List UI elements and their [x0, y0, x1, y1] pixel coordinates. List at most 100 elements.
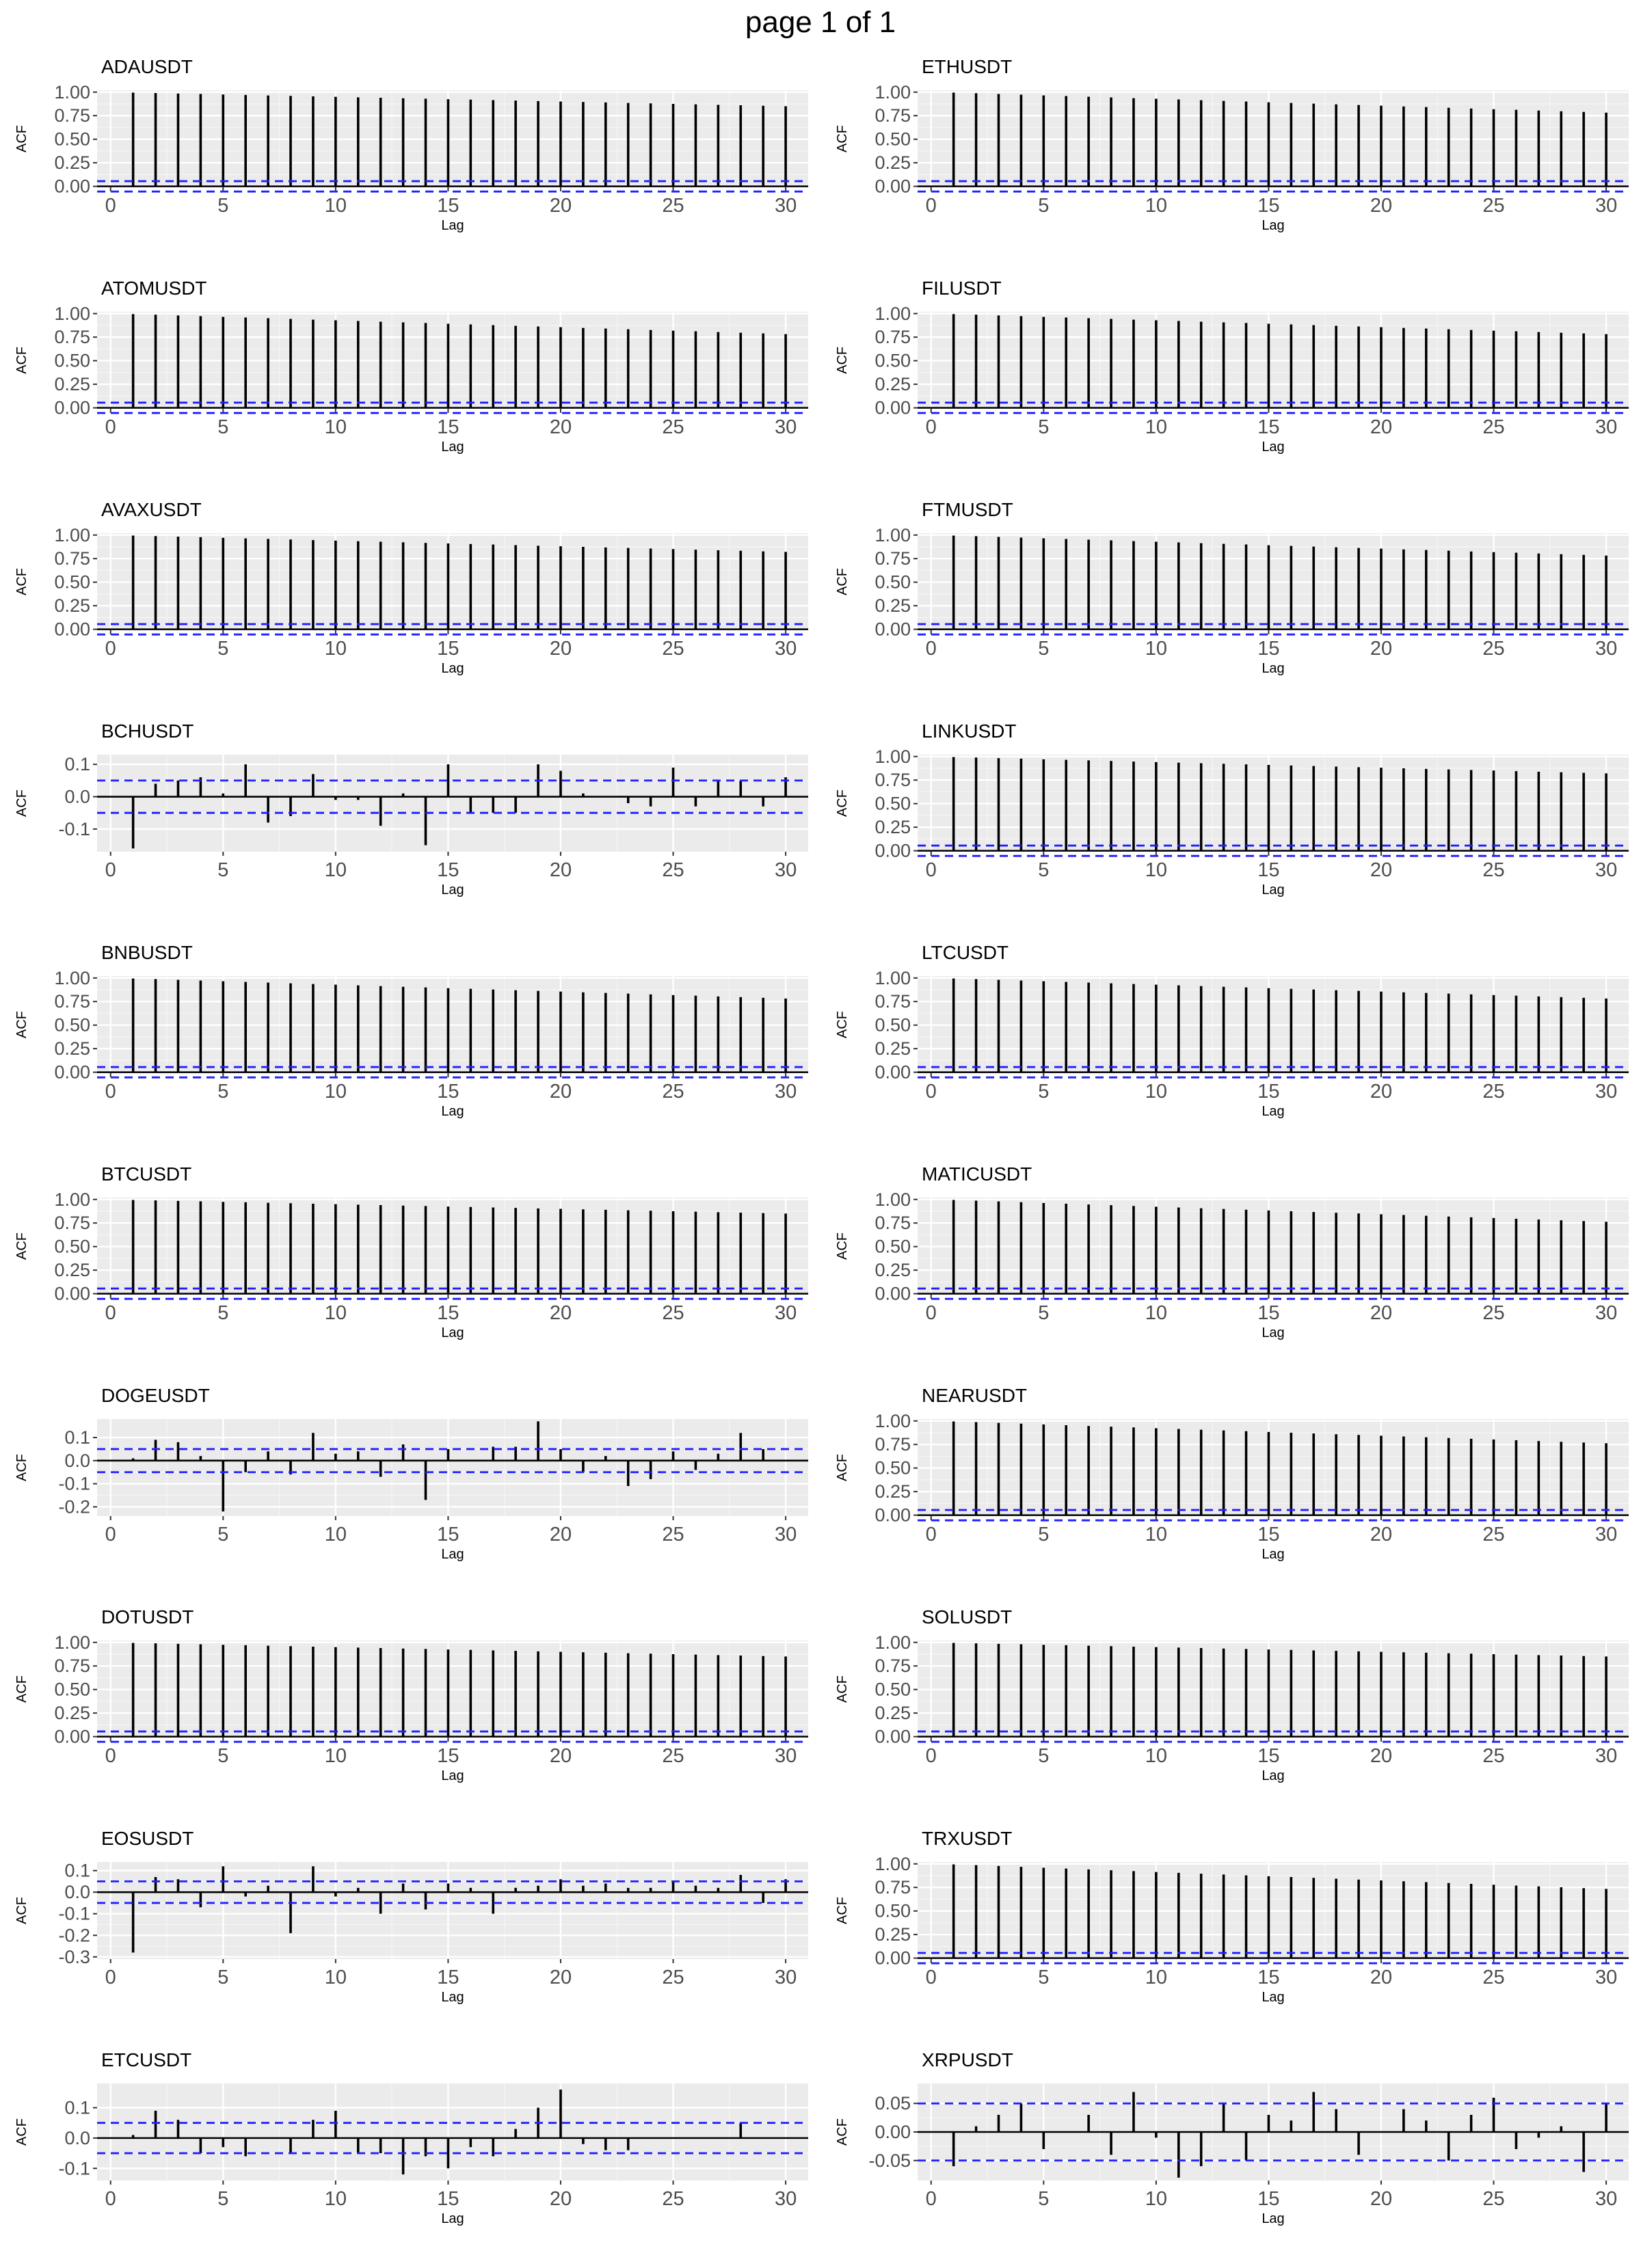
- x-tick-label: 20: [1370, 1302, 1392, 1324]
- y-tick-label: 1.00: [875, 1854, 911, 1874]
- panel-title: ETCUSDT: [101, 2049, 192, 2070]
- y-tick-label: -0.1: [58, 1904, 90, 1924]
- x-tick-label: 0: [105, 1302, 116, 1324]
- x-tick-label: 10: [325, 416, 347, 438]
- x-tick-label: 25: [662, 1745, 684, 1767]
- y-axis-label: ACF: [835, 568, 850, 595]
- acf-plot: -0.3-0.2-0.10.00.1 0 5 10 15 20 25 30 Lag ACF: [14, 1861, 808, 2005]
- x-tick-label: 10: [325, 1745, 347, 1767]
- x-tick-label: 25: [1482, 1967, 1504, 1988]
- x-tick-label: 0: [926, 1302, 937, 1324]
- x-tick-label: 30: [1595, 1967, 1617, 1988]
- y-axis-label: ACF: [14, 2118, 29, 2146]
- x-tick-label: 20: [550, 2188, 572, 2210]
- x-tick-label: 15: [1257, 859, 1279, 881]
- x-tick-label: 10: [325, 638, 347, 660]
- acf-panel-eosusdt: EOSUSDT -0.3 -0.2 -0.1 0.0 0.1 0 5 10 15 20 25 30 Lag…: [0, 1825, 820, 2047]
- x-tick-label: 30: [775, 1524, 797, 1545]
- acf-plot: -0.2-0.1 0.00.1 0 5 10 15 20 25 30 Lag ACF: [14, 1419, 808, 1562]
- x-tick-label: 30: [775, 638, 797, 660]
- x-axis-label: Lag: [441, 218, 464, 233]
- plot-background: [97, 1862, 808, 1959]
- x-tick-label: 20: [1370, 1967, 1392, 1988]
- acf-panel-avaxusdt: AVAXUSDT 0.00 0.25 0.50 0.75 1.00 0 5 10 15 20 25 30…: [0, 496, 820, 718]
- y-tick-label: 0.75: [875, 327, 911, 347]
- panel-title: AVAXUSDT: [101, 499, 202, 520]
- x-tick-label: 10: [325, 2188, 347, 2210]
- y-tick-label: 1.00: [54, 968, 90, 988]
- acf-panel-xrpusdt: XRPUSDT -0.05 0.00 0.05 0 5 10 15 20 25 30 Lag ACF: [820, 2047, 1641, 2268]
- x-axis-label: Lag: [441, 1990, 464, 2005]
- x-tick-label: 0: [105, 1967, 116, 1988]
- x-tick-label: 25: [1482, 2188, 1504, 2210]
- x-tick-label: 30: [1595, 859, 1617, 881]
- x-tick-label: 10: [1145, 195, 1167, 217]
- x-tick-label: 0: [926, 2188, 937, 2210]
- acf-panel-maticusdt: MATICUSDT 0.00 0.25 0.50 0.75 1.00 0 5 10 15 20 25 3…: [820, 1161, 1641, 1382]
- x-axis-label: Lag: [441, 1325, 464, 1340]
- y-tick-label: 1.00: [54, 1189, 90, 1210]
- x-tick-label: 0: [105, 638, 116, 660]
- x-tick-label: 30: [775, 1081, 797, 1103]
- y-axis-label: ACF: [835, 789, 850, 817]
- x-tick-label: 5: [217, 1967, 228, 1988]
- x-tick-label: 5: [217, 2188, 228, 2210]
- x-axis-label: Lag: [1262, 661, 1284, 676]
- x-tick-label: 5: [217, 1524, 228, 1545]
- x-tick-label: 5: [217, 638, 228, 660]
- x-tick-label: 10: [1145, 1745, 1167, 1767]
- y-tick-label: 0.00: [875, 398, 911, 418]
- y-tick-label: 0.1: [64, 1861, 90, 1881]
- x-tick-label: 15: [437, 416, 459, 438]
- y-tick-label: 0.50: [875, 1015, 911, 1036]
- y-tick-label: 0.00: [54, 398, 90, 418]
- x-tick-label: 30: [775, 1302, 797, 1324]
- x-tick-label: 20: [1370, 1745, 1392, 1767]
- x-tick-label: 20: [1370, 1081, 1392, 1103]
- y-tick-label: 0.75: [875, 1877, 911, 1898]
- y-tick-label: 0.00: [875, 1062, 911, 1083]
- x-axis-label: Lag: [1262, 882, 1284, 897]
- y-tick-label: -0.3: [58, 1947, 90, 1967]
- x-tick-label: 0: [105, 1524, 116, 1545]
- y-tick-label: 0.75: [875, 105, 911, 126]
- x-axis-label: Lag: [1262, 1104, 1284, 1119]
- y-tick-label: 0.75: [54, 1656, 90, 1676]
- plot-background: [97, 1419, 808, 1516]
- panel-title: FILUSDT: [922, 278, 1002, 299]
- x-tick-label: 10: [325, 195, 347, 217]
- y-axis-label: ACF: [14, 1897, 29, 1924]
- y-tick-label: 0.00: [875, 1284, 911, 1304]
- y-tick-label: 0.50: [875, 1901, 911, 1921]
- y-tick-label: 0.00: [875, 2122, 911, 2142]
- x-tick-label: 10: [1145, 638, 1167, 660]
- x-axis-label: Lag: [1262, 1768, 1284, 1783]
- y-axis-label: ACF: [14, 1454, 29, 1481]
- acf-panel-linkusdt: LINKUSDT 0.00 0.25 0.50 0.75 1.00 0 5 10 15 20 25 30…: [820, 718, 1641, 939]
- y-tick-label: 0.75: [875, 770, 911, 790]
- y-tick-label: 0.75: [54, 1213, 90, 1233]
- x-tick-label: 10: [1145, 1081, 1167, 1103]
- y-axis-label: ACF: [835, 1675, 850, 1703]
- x-tick-label: 30: [1595, 416, 1617, 438]
- y-tick-label: 0.50: [54, 129, 90, 150]
- x-tick-label: 25: [1482, 859, 1504, 881]
- x-tick-label: 25: [1482, 416, 1504, 438]
- x-tick-label: 15: [437, 1745, 459, 1767]
- x-tick-label: 10: [1145, 2188, 1167, 2210]
- x-axis-label: Lag: [441, 882, 464, 897]
- x-tick-label: 25: [662, 859, 684, 881]
- y-axis-label: ACF: [14, 1675, 29, 1703]
- x-tick-label: 5: [1038, 638, 1049, 660]
- x-tick-label: 30: [775, 859, 797, 881]
- y-tick-label: 0.50: [54, 351, 90, 371]
- y-tick-label: 1.00: [54, 1632, 90, 1653]
- x-tick-label: 0: [926, 1081, 937, 1103]
- panel-title: DOGEUSDT: [101, 1385, 210, 1406]
